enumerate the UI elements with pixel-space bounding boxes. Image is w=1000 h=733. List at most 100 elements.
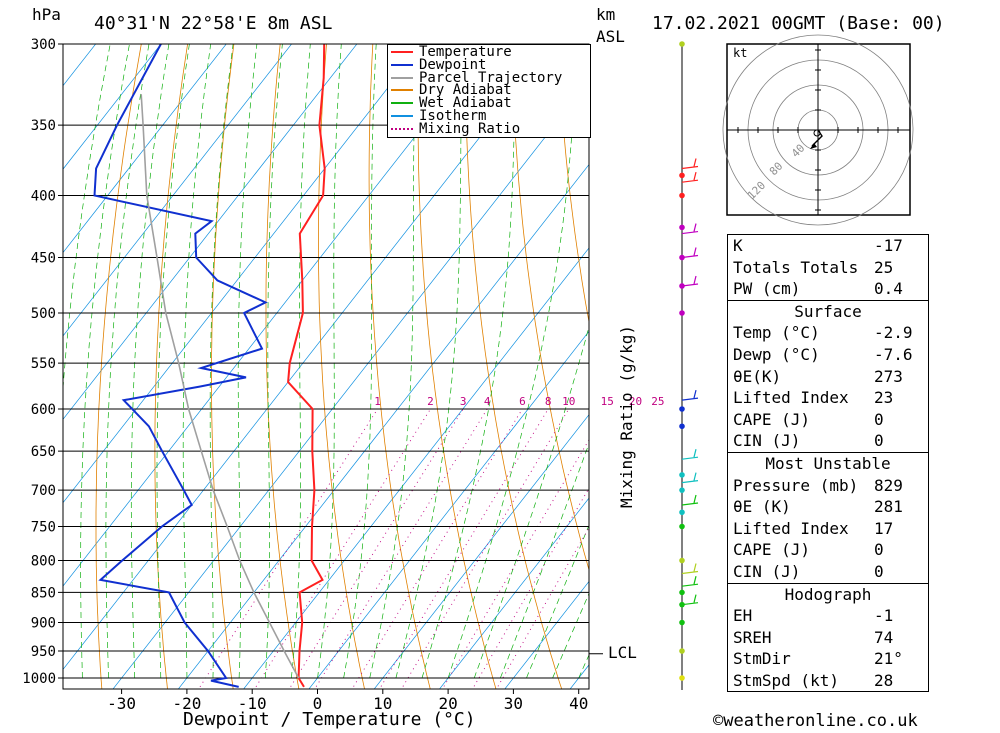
mixing-ratio-line (472, 487, 589, 689)
isotherm-line (63, 44, 97, 87)
surface-row: CIN (J) 0 (733, 431, 884, 451)
height-unit-label: km (596, 5, 616, 24)
mixing-ratio-line (400, 408, 570, 689)
wind-level-dot (679, 41, 685, 47)
wind-level-dot (679, 675, 685, 681)
pressure-tick-label: 550 (31, 356, 56, 372)
series-line-parcel-trajectory (140, 94, 300, 679)
most-unstable-row: θE (K) 281 (733, 497, 903, 517)
series-line-dewpoint (93, 44, 268, 688)
mixing-ratio-value-label: 20 (629, 395, 642, 408)
pressure-tick-label: 300 (31, 37, 56, 53)
legend-label: Temperature (419, 44, 512, 60)
temperature-axis: -30 -20 -10 0 10 20 30 40 (107, 689, 588, 713)
dry-adiabat-line (417, 44, 497, 689)
mixing-ratio-value-label: 25 (651, 395, 664, 408)
surface-row: θE(K) 273 (733, 366, 903, 386)
legend-item: Temperature (387, 44, 587, 60)
most-unstable-title: Most Unstable (765, 453, 891, 473)
wind-level-dot (679, 310, 685, 316)
indices-panel: K -17 Totals Totals 25 PW (cm) 0.4 Surface … (727, 234, 929, 693)
wind-barb (681, 502, 699, 506)
isotherm-line (63, 44, 227, 254)
dry-adiabat-line (557, 44, 589, 325)
wet-adiabat-line (552, 592, 589, 679)
wind-barb (681, 179, 699, 183)
mixing-ratio-axis-label: Mixing Ratio (g/kg) (617, 324, 636, 508)
hodograph-unit: kt (733, 46, 748, 60)
temperature-tick-label: -30 (107, 694, 136, 713)
dry-adiabat-line (368, 44, 431, 689)
surface-row: Temp (°C) -2.9 (733, 323, 913, 343)
isotherm-line (243, 247, 589, 689)
wind-level-dot (679, 523, 685, 530)
isotherm-line (308, 330, 589, 689)
hodograph-stats-row: SREH 74 (733, 627, 894, 647)
dry-adiabat-line (318, 44, 365, 689)
pressure-tick-label: 450 (31, 251, 56, 267)
legend-item: Dry Adiabat (387, 82, 587, 99)
hodograph-stats-row: EH -1 (733, 606, 894, 626)
wind-level-dot (679, 423, 685, 430)
wind-level-dot (679, 557, 685, 564)
wind-barb-flag (693, 563, 697, 572)
wet-adiabat-line (130, 44, 170, 679)
mixing-ratio-value-label: 15 (601, 395, 614, 408)
legend-swatch (391, 102, 413, 105)
temperature-tick-label: 10 (373, 694, 392, 713)
storm-motion-marker (813, 129, 821, 137)
legend-label: Isotherm (419, 108, 487, 124)
wind-barb (681, 165, 699, 170)
wet-adiabat-line (343, 44, 377, 679)
pressure-tick-label: 600 (31, 402, 56, 418)
pressure-tick-label: 700 (31, 483, 56, 499)
wind-barb-flag (693, 449, 697, 458)
legend-label: Mixing Ratio (419, 120, 521, 137)
wet-adiabat-line (447, 44, 577, 679)
pressure-axis: 300 350 400 450 500 550 600 650 700 750 800 850 900 9… (22, 37, 56, 687)
wind-level-dot (679, 192, 685, 199)
legend-swatch (391, 76, 413, 79)
series-line-temperature (287, 44, 326, 688)
isotherm-line (504, 580, 589, 689)
wind-barb-flag (693, 275, 697, 285)
mixing-ratio-line (198, 408, 378, 689)
wind-barb (681, 583, 699, 587)
plot-frame (62, 43, 590, 690)
wet-adiabat-line (209, 44, 234, 678)
wind-level-dot (679, 224, 685, 231)
wind-profile (679, 41, 699, 690)
lcl-label: LCL (608, 643, 637, 662)
mixing-ratio-line (254, 408, 431, 689)
wind-barb-flag (693, 247, 697, 256)
sounding-series (93, 44, 326, 688)
dry-adiabat-line (465, 44, 563, 689)
legend-label: Dry Adiabat (419, 82, 512, 99)
mixing-ratio-line (379, 408, 549, 689)
pressure-tick-label: 500 (31, 306, 56, 322)
wind-barb (681, 283, 699, 287)
index-row-pw: PW (cm) 0.4 (733, 279, 903, 299)
wind-barb-flag (693, 158, 697, 167)
wind-barb-flag (693, 472, 697, 481)
dry-adiabat-line (965, 8, 1000, 704)
mixing-ratio-line (314, 408, 488, 689)
pressure-tick-label: 400 (31, 188, 56, 204)
dry-adiabat-line (154, 44, 189, 689)
dry-adiabat-line (920, 8, 1000, 704)
hodograph-stats-row: StmSpd (kt) 28 (733, 670, 894, 690)
most-unstable-row: CAPE (J) 0 (733, 540, 884, 560)
wind-barb-flag (693, 494, 697, 504)
wind-barb (681, 254, 699, 259)
wind-barb (681, 397, 699, 401)
wind-barb (681, 456, 699, 460)
isotherm-line (373, 414, 589, 689)
copyright-link[interactable]: ©weatheronline.co.uk (713, 711, 918, 731)
mixing-ratio-labels: 1 2 3 4 6 8 10 15 20 25 (374, 395, 664, 408)
wet-adiabat-line (80, 44, 130, 679)
surface-title: Surface (794, 301, 862, 321)
mixing-ratio-value-label: 1 (374, 395, 381, 408)
temperature-tick-label: 30 (504, 694, 523, 713)
